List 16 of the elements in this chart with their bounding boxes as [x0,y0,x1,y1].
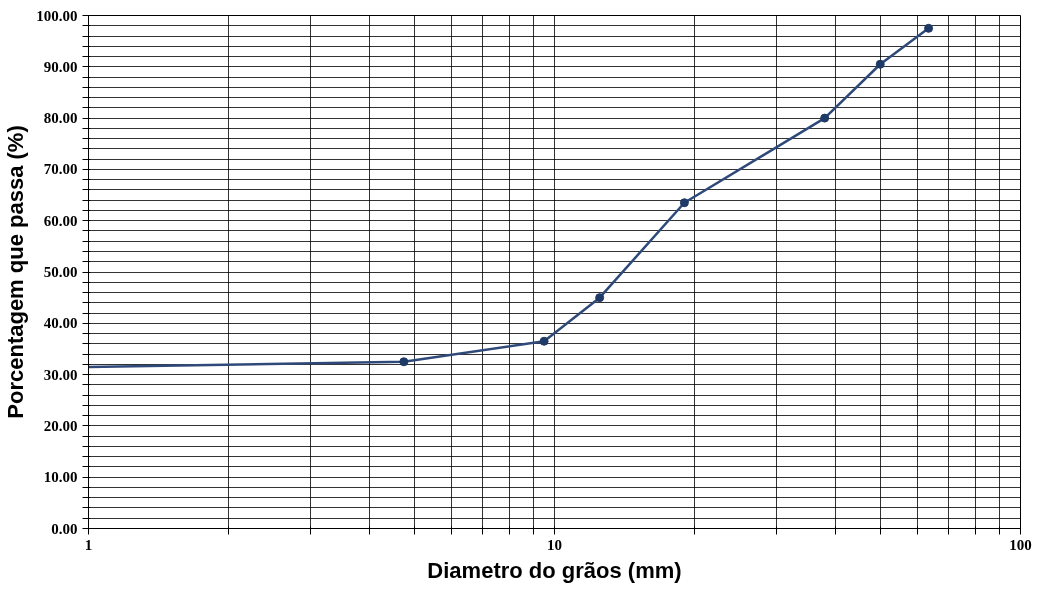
y-tick-label: 30.00 [43,366,78,383]
x-axis-title: Diametro do grãos (mm) [427,557,682,583]
x-tick-label: 100 [1009,536,1032,553]
y-tick-label: 90.00 [43,58,78,75]
y-tick-label: 10.00 [43,469,78,486]
y-axis-title: Porcentagem que passa (%) [3,125,29,419]
y-tick-label: 40.00 [43,315,78,332]
y-tick-label: 100.00 [36,7,78,24]
y-tick-label: 70.00 [43,161,78,178]
y-tick-label: 20.00 [43,417,78,434]
y-tick-label: 0.00 [51,520,78,537]
x-tick-label: 1 [84,536,93,553]
y-tick-label: 50.00 [43,264,78,280]
y-tick-label: 80.00 [43,110,78,127]
x-tick-label: 10 [547,536,562,553]
y-tick-label: 60.00 [43,212,78,229]
